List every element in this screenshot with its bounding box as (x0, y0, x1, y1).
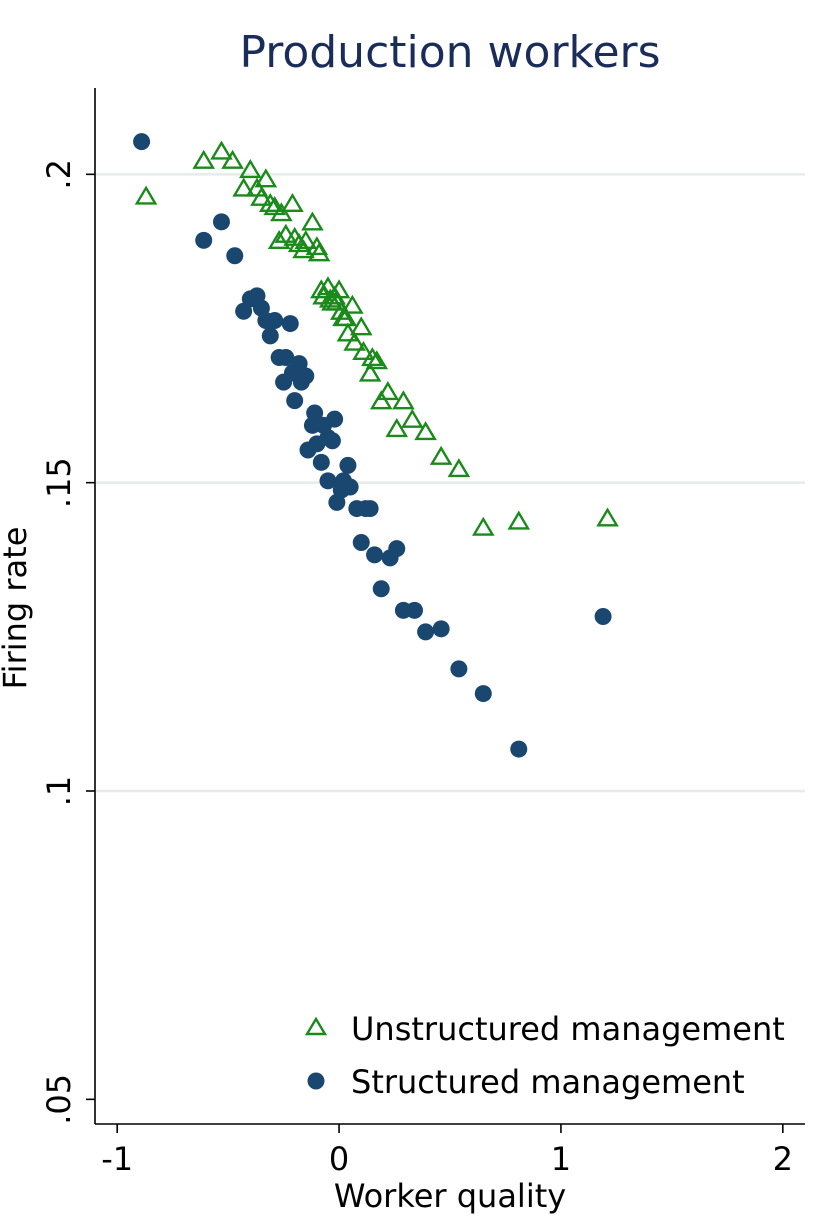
unstructured-point (221, 149, 244, 169)
structured-point (339, 456, 357, 474)
y-tick-label: .05 (40, 1074, 78, 1125)
structured-point (297, 367, 315, 385)
unstructured-point (596, 507, 619, 527)
unstructured-point (334, 307, 358, 327)
y-tick-label: .1 (40, 776, 78, 807)
y-tick-label: .15 (40, 457, 78, 508)
legend-triangle-marker (304, 1016, 328, 1036)
unstructured-point (447, 458, 471, 478)
y-tick-label: .2 (40, 159, 78, 190)
structured-point (352, 533, 370, 551)
unstructured-point (327, 279, 351, 299)
unstructured-point (274, 223, 298, 243)
grid-layer (96, 173, 805, 793)
legend: Unstructured management Structured manag… (304, 1010, 785, 1101)
x-tick-label: 2 (773, 1140, 793, 1178)
structured-point (341, 478, 359, 496)
unstructured-point (349, 316, 373, 336)
unstructured-point (341, 294, 364, 314)
structured-point (361, 500, 379, 518)
unstructured-point (343, 331, 366, 351)
structured-point (226, 247, 244, 265)
unstructured-point (305, 236, 329, 256)
unstructured-point (134, 185, 158, 205)
unstructured-point (310, 279, 333, 299)
structured-point (432, 620, 450, 638)
chart-title: Production workers (239, 27, 660, 78)
legend-entry-structured: Structured management (307, 1063, 745, 1101)
structured-point (388, 540, 406, 558)
structured-point (212, 213, 230, 231)
structured-point (277, 348, 295, 366)
unstructured-point (210, 140, 233, 160)
unstructured-point (358, 362, 382, 382)
unstructured-point (292, 239, 315, 259)
structured-point (372, 580, 390, 598)
unstructured-point (376, 381, 400, 401)
unstructured-point (294, 229, 318, 250)
structured-point (510, 740, 528, 758)
legend-circle-marker (307, 1072, 325, 1090)
unstructured-point (250, 186, 273, 206)
unstructured-point (471, 516, 495, 536)
structured-point (281, 315, 299, 333)
structured-point (417, 623, 435, 641)
structured-point (286, 392, 304, 410)
unstructured-point (232, 177, 255, 197)
points-layer (133, 133, 619, 758)
unstructured-point (267, 229, 291, 250)
x-tick-label: 0 (329, 1140, 349, 1178)
unstructured-point (414, 421, 437, 441)
unstructured-point (307, 242, 331, 262)
unstructured-point (281, 192, 304, 213)
structured-point (450, 660, 468, 678)
structured-point (323, 432, 341, 450)
structured-point (406, 601, 423, 619)
structured-point (306, 404, 324, 422)
unstructured-point (429, 445, 453, 465)
structured-point (366, 546, 384, 564)
unstructured-point (369, 390, 393, 410)
structured-point (195, 231, 213, 249)
x-tick-label: -1 (101, 1140, 133, 1178)
structured-point (312, 453, 330, 471)
unstructured-point (352, 340, 375, 361)
unstructured-point (270, 202, 293, 222)
structured-point (133, 133, 151, 151)
unstructured-point (192, 149, 216, 169)
legend-label-structured: Structured management (351, 1063, 745, 1101)
unstructured-point (239, 159, 262, 179)
structured-point (326, 410, 344, 428)
legend-entry-unstructured: Unstructured management (304, 1010, 785, 1048)
y-axis-title: Firing rate (0, 527, 34, 690)
structured-point (594, 607, 612, 625)
structured-point (261, 327, 279, 345)
structured-point (266, 311, 284, 329)
x-axis-title: Worker quality (334, 1177, 566, 1215)
legend-label-unstructured: Unstructured management (351, 1010, 785, 1048)
axes-layer: .05 .1 .15 .2 -1 0 1 2 (40, 88, 805, 1178)
x-tick-label: 1 (551, 1140, 571, 1178)
unstructured-point (400, 408, 424, 428)
unstructured-point (365, 350, 389, 370)
structured-point (319, 472, 337, 490)
unstructured-point (507, 510, 531, 530)
unstructured-point (385, 418, 409, 438)
unstructured-point (258, 192, 282, 213)
structured-point (474, 685, 492, 703)
unstructured-point (392, 390, 415, 410)
unstructured-point (361, 347, 384, 367)
unstructured-point (301, 211, 324, 231)
unstructured-point (254, 168, 278, 188)
